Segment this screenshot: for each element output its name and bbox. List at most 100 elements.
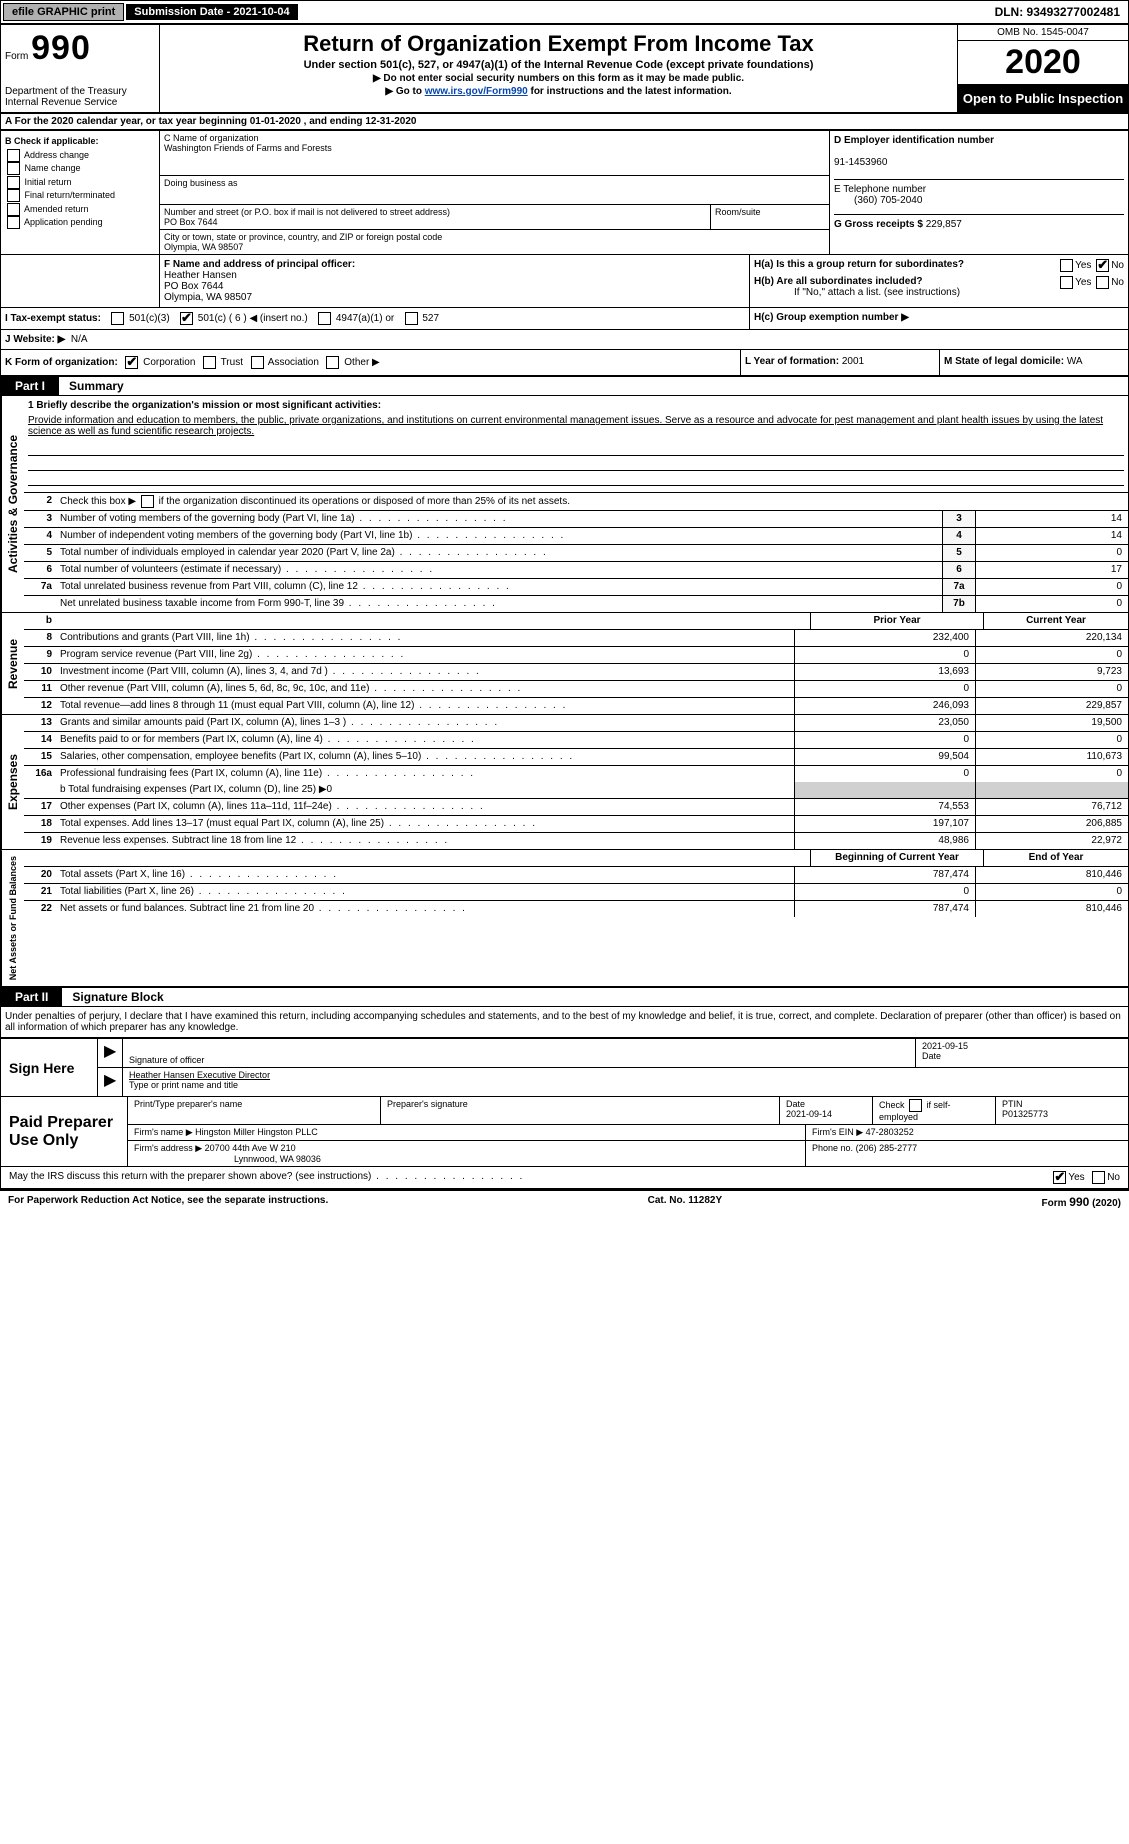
preparer-name-label: Print/Type preparer's name (134, 1099, 242, 1109)
initial-return-checkbox[interactable] (7, 176, 20, 189)
summary-line: 17Other expenses (Part IX, column (A), l… (24, 799, 1128, 816)
note2-pre: ▶ Go to (385, 86, 424, 97)
summary-line: 3Number of voting members of the governi… (24, 511, 1128, 528)
form-header: Form 990 Department of the Treasury Inte… (0, 24, 1129, 113)
final-return-checkbox[interactable] (7, 189, 20, 202)
phone-value: (360) 705-2040 (834, 195, 922, 206)
amended-return-checkbox[interactable] (7, 203, 20, 216)
form-word: Form (5, 51, 28, 62)
firm-addr-label: Firm's address ▶ (134, 1143, 202, 1153)
org-name: Washington Friends of Farms and Forests (164, 143, 332, 153)
o4: 527 (422, 313, 439, 324)
part-1-tab: Part I (1, 377, 59, 395)
name-label: C Name of organization (164, 133, 259, 143)
ha-label: H(a) Is this a group return for subordin… (754, 259, 964, 270)
summary-line: 14Benefits paid to or for members (Part … (24, 732, 1128, 749)
501c-checkbox[interactable] (180, 312, 193, 325)
city-value: Olympia, WA 98507 (164, 242, 243, 252)
gross-receipts-value: 229,857 (926, 219, 962, 230)
column-header-row: b Prior Year Current Year (24, 613, 1128, 630)
association-checkbox[interactable] (251, 356, 264, 369)
firm-addr2: Lynnwood, WA 98036 (134, 1154, 321, 1164)
discuss-yes: Yes (1068, 1172, 1084, 1183)
header-mid: Return of Organization Exempt From Incom… (160, 25, 957, 112)
governance-section: Activities & Governance 1 Briefly descri… (0, 396, 1129, 613)
ptin-value: P01325773 (1002, 1109, 1048, 1119)
form-number: 990 (31, 29, 91, 67)
begin-year-header: Beginning of Current Year (810, 850, 983, 866)
form990-link[interactable]: www.irs.gov/Form990 (425, 86, 528, 97)
line-num: 2 (24, 493, 56, 510)
ha-yes-checkbox[interactable] (1060, 259, 1073, 272)
part-2-tab: Part II (1, 988, 62, 1006)
catalog-number: Cat. No. 11282Y (648, 1195, 722, 1209)
form-note-1: ▶ Do not enter social security numbers o… (164, 73, 953, 84)
paperwork-notice: For Paperwork Reduction Act Notice, see … (8, 1195, 328, 1209)
current-year-header: Current Year (983, 613, 1128, 629)
hb-no: No (1111, 277, 1124, 288)
header-right: OMB No. 1545-0047 2020 Open to Public In… (957, 25, 1128, 112)
section-a: A For the 2020 calendar year, or tax yea… (0, 113, 1129, 130)
department-label: Department of the Treasury Internal Reve… (5, 86, 155, 108)
line2-checkbox[interactable] (141, 495, 154, 508)
right-col: D Employer identification number 91-1453… (830, 131, 1128, 254)
summary-line: 18Total expenses. Add lines 13–17 (must … (24, 816, 1128, 833)
self-employed-checkbox[interactable] (909, 1099, 922, 1112)
summary-line: 15Salaries, other compensation, employee… (24, 749, 1128, 766)
summary-line: 7aTotal unrelated business revenue from … (24, 579, 1128, 596)
blank-line (28, 456, 1124, 471)
hb-no-checkbox[interactable] (1096, 276, 1109, 289)
summary-line: 12Total revenue—add lines 8 through 11 (… (24, 698, 1128, 714)
addr-label: Number and street (or P.O. box if mail i… (164, 207, 450, 217)
efile-button[interactable]: efile GRAPHIC print (3, 3, 124, 21)
gross-receipts-label: G Gross receipts $ (834, 219, 923, 230)
firm-phone: (206) 285-2777 (856, 1143, 918, 1153)
row-j: J Website: ▶ N/A (0, 330, 1129, 350)
address-change-checkbox[interactable] (7, 149, 20, 162)
discuss-yes-checkbox[interactable] (1053, 1171, 1066, 1184)
application-pending-checkbox[interactable] (7, 216, 20, 229)
discuss-text: May the IRS discuss this return with the… (9, 1171, 524, 1184)
other-checkbox[interactable] (326, 356, 339, 369)
revenue-section: Revenue b Prior Year Current Year 8Contr… (0, 613, 1129, 715)
opt-1: Name change (25, 163, 81, 173)
name-change-checkbox[interactable] (7, 162, 20, 175)
summary-line: 10Investment income (Part VIII, column (… (24, 664, 1128, 681)
declaration-text: Under penalties of perjury, I declare th… (0, 1007, 1129, 1038)
summary-line: 22Net assets or fund balances. Subtract … (24, 901, 1128, 917)
form-org-label: K Form of organization: (5, 357, 118, 368)
summary-line: 13Grants and similar amounts paid (Part … (24, 715, 1128, 732)
tax-year: 2020 (958, 41, 1128, 85)
summary-line: 4Number of independent voting members of… (24, 528, 1128, 545)
opt-3: Final return/terminated (25, 190, 116, 200)
summary-line: 21Total liabilities (Part X, line 26)00 (24, 884, 1128, 901)
trust-checkbox[interactable] (203, 356, 216, 369)
527-checkbox[interactable] (405, 312, 418, 325)
sig-officer-label: Signature of officer (123, 1039, 916, 1067)
dba-label: Doing business as (164, 178, 238, 188)
officer-name: Heather Hansen (164, 270, 237, 281)
corporation-checkbox[interactable] (125, 356, 138, 369)
end-year-header: End of Year (983, 850, 1128, 866)
summary-line: 8Contributions and grants (Part VIII, li… (24, 630, 1128, 647)
line-16b: b Total fundraising expenses (Part IX, c… (24, 782, 1128, 799)
note2-post: for instructions and the latest informat… (528, 86, 732, 97)
opt-4: Amended return (24, 204, 89, 214)
state-domicile-value: WA (1067, 356, 1083, 367)
501c3-checkbox[interactable] (111, 312, 124, 325)
expenses-label: Expenses (1, 715, 24, 849)
row-f-h: F Name and address of principal officer:… (0, 255, 1129, 308)
ha-no-checkbox[interactable] (1096, 259, 1109, 272)
k3: Association (268, 357, 319, 368)
mission-text: Provide information and education to mem… (24, 415, 1128, 441)
preparer-date: 2021-09-14 (786, 1109, 832, 1119)
line-2: Check this box ▶ if the organization dis… (56, 493, 1128, 510)
4947-checkbox[interactable] (318, 312, 331, 325)
discuss-no-checkbox[interactable] (1092, 1171, 1105, 1184)
box-c: C Name of organization Washington Friend… (160, 131, 830, 254)
summary-line: 5Total number of individuals employed in… (24, 545, 1128, 562)
hb-yes-checkbox[interactable] (1060, 276, 1073, 289)
firm-ein-label: Firm's EIN ▶ (812, 1127, 863, 1137)
ha-yes: Yes (1075, 260, 1091, 271)
dln-label: DLN: 93493277002481 (995, 5, 1128, 19)
